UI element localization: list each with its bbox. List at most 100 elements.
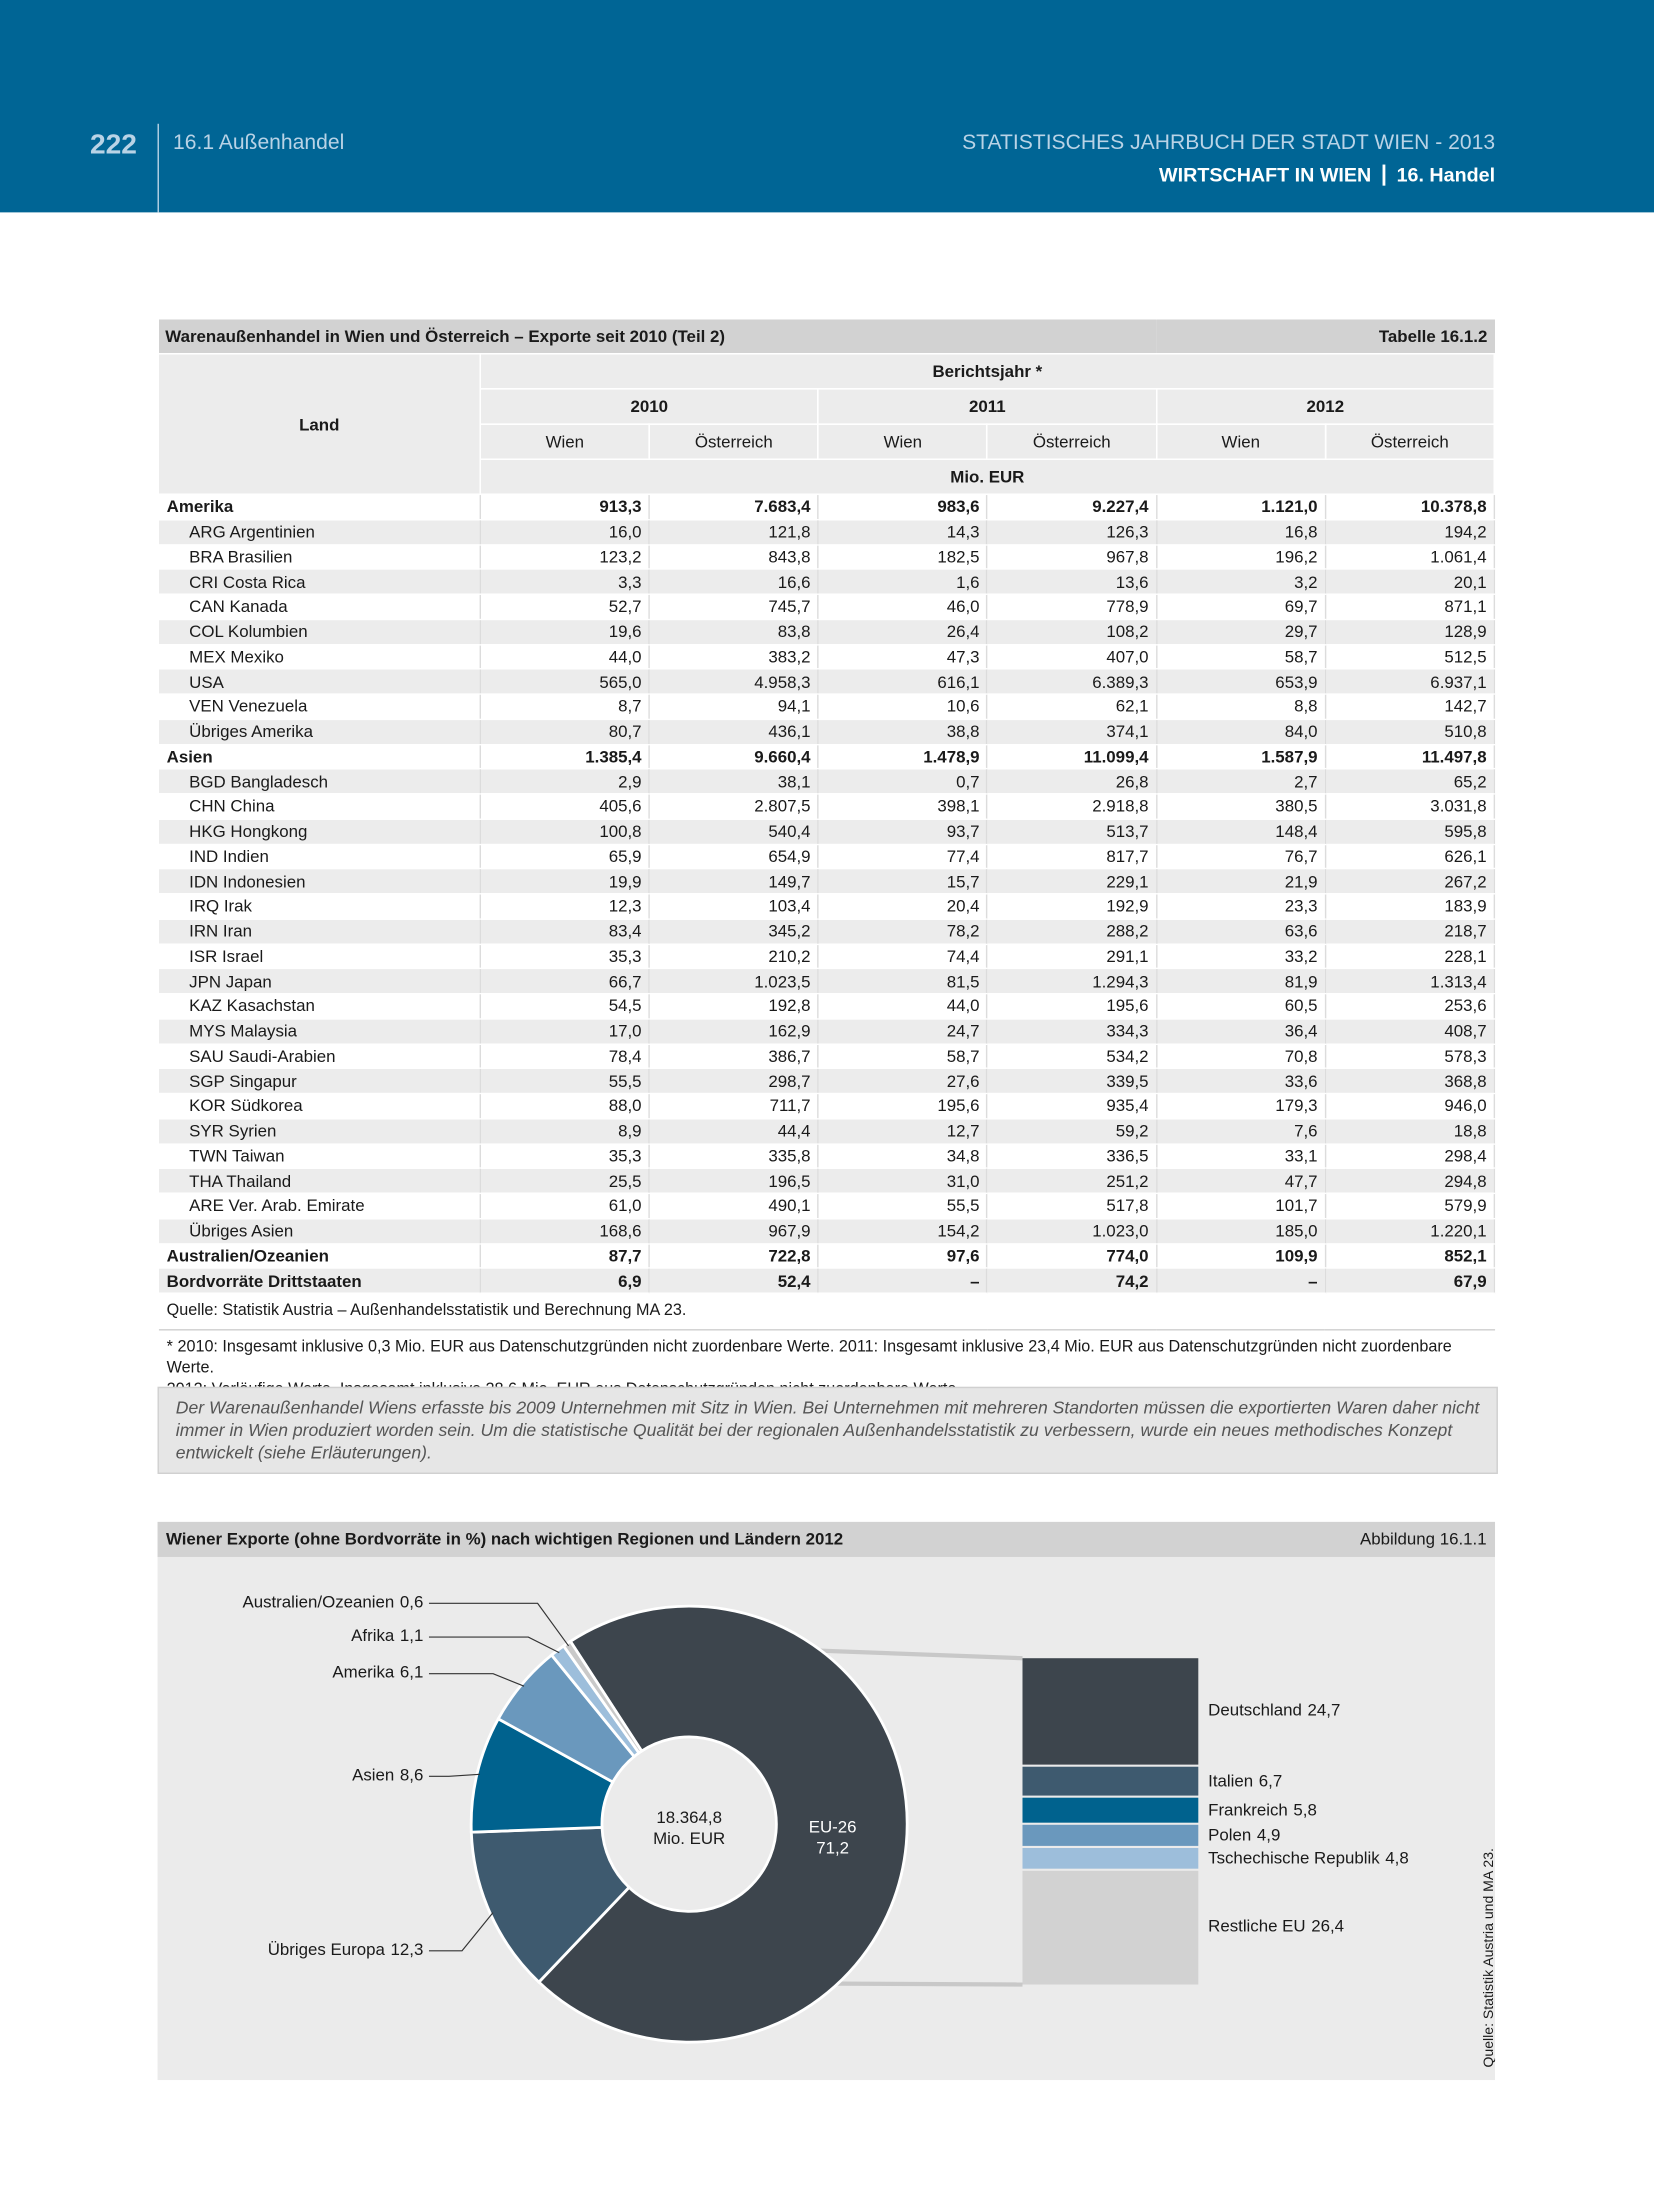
table-row: JPN Japan 66,7 1.023,5 81,5 1.294,3 81,9 1.313… (158, 968, 1496, 995)
cell: 408,7 (1325, 1018, 1496, 1045)
cell: 368,8 (1325, 1068, 1496, 1095)
cell: 711,7 (649, 1093, 820, 1120)
cell: 653,9 (1156, 669, 1326, 695)
segment-label: Frankreich 5,8 (1208, 1801, 1317, 1820)
cell: 83,4 (480, 918, 651, 945)
cell: 7,6 (1156, 1118, 1326, 1145)
cell: 405,6 (480, 793, 651, 820)
publication-title: STATISTISCHES JAHRBUCH DER STADT WIEN - … (962, 130, 1496, 155)
cell: 654,9 (649, 843, 820, 870)
cell: 579,9 (1325, 1193, 1496, 1220)
row-label: BRA Brasilien (158, 544, 482, 570)
cell: 93,7 (818, 818, 988, 845)
cell: 78,4 (480, 1043, 651, 1070)
row-label: HKG Hongkong (158, 818, 482, 845)
segment-name: Tschechische Republik (1208, 1849, 1380, 1868)
cell: 88,0 (480, 1093, 651, 1120)
table-row: Bordvorräte Drittstaaten 6,9 52,4–74,2–67,… (158, 1268, 1496, 1294)
center-value: 18.364,8 (656, 1808, 722, 1827)
table-row: IND Indien 65,9 654,9 77,4 817,7 76,7 626,1 (158, 843, 1496, 870)
cell: 339,5 (987, 1068, 1157, 1095)
cell: 47,3 (818, 644, 988, 670)
cell: 65,9 (480, 843, 651, 870)
table-row: USA 565,0 4.958,3 616,1 6.389,3 653,9 6.937,1 (158, 669, 1496, 695)
cell: 192,9 (987, 893, 1157, 920)
cell: 334,3 (987, 1018, 1157, 1045)
cell: 616,1 (818, 669, 988, 695)
cell: 626,1 (1325, 843, 1496, 870)
bar-segment (1022, 1848, 1199, 1869)
row-label: CHN China (158, 793, 482, 820)
sub-header: Österreich (648, 423, 820, 460)
cell: 565,0 (480, 669, 651, 695)
table-row: ISR Israel 35,3 210,2 74,4 291,1 33,2 228,1 (158, 943, 1496, 970)
cell: 778,9 (987, 594, 1157, 620)
segment-name: Polen (1208, 1826, 1251, 1845)
table-row: SGP Singapur 55,5 298,7 27,6 339,5 33,6 368,8 (158, 1068, 1496, 1095)
row-label: COL Kolumbien (158, 619, 482, 645)
cell: 44,0 (480, 644, 651, 670)
cell: 20,4 (818, 893, 988, 920)
row-label: MEX Mexiko (158, 644, 482, 670)
cell: 19,6 (480, 619, 651, 645)
cell: 33,2 (1156, 943, 1326, 970)
table-row: Asien 1.385,4 9.660,4 1.478,9 11.099,4 1.587,… (158, 744, 1496, 770)
year-row: 2010 2011 2012 (158, 388, 1496, 425)
cell: 108,2 (987, 619, 1157, 645)
row-label: IND Indien (158, 843, 482, 870)
footnote-line: * 2010: Insgesamt inklusive 0,3 Mio. EUR… (166, 1338, 1452, 1377)
cell: 34,8 (818, 1143, 988, 1170)
cell: 55,5 (818, 1193, 988, 1220)
cell: 179,3 (1156, 1093, 1326, 1120)
table-row: KAZ Kasachstan 54,5 192,8 44,0 195,6 60,5 253,… (158, 993, 1496, 1020)
cell: 512,5 (1325, 644, 1496, 670)
cell: 24,7 (818, 1018, 988, 1045)
segment-name: Italien (1208, 1772, 1253, 1791)
cell: 374,1 (987, 719, 1157, 745)
cell: 983,6 (818, 494, 988, 521)
cell: 336,5 (987, 1143, 1157, 1170)
segment-value: 4,8 (1385, 1849, 1408, 1868)
cell: 298,7 (649, 1068, 820, 1095)
cell: 123,2 (480, 544, 651, 570)
cell: 1.294,3 (987, 968, 1157, 995)
year-header: 2011 (817, 388, 1157, 425)
cell: 81,9 (1156, 968, 1326, 995)
cell: 25,5 (480, 1168, 651, 1195)
sub-header: Wien (817, 423, 988, 460)
cell: 817,7 (987, 843, 1157, 870)
cell: 109,9 (1156, 1243, 1326, 1269)
row-label: TWN Taiwan (158, 1143, 482, 1170)
table-row: CHN China 405,6 2.807,5 398,1 2.918,8 380,5 3.… (158, 793, 1496, 820)
cell: 195,6 (987, 993, 1157, 1020)
table-row: THA Thailand 25,5 196,5 31,0 251,2 47,7 294,8 (158, 1168, 1496, 1195)
slice-label: Asien 8,6 (352, 1766, 423, 1785)
center-unit: Mio. EUR (653, 1829, 725, 1848)
cell: 871,1 (1325, 594, 1496, 620)
cell: 100,8 (480, 818, 651, 845)
cell: – (1156, 1268, 1326, 1294)
header-band (0, 0, 1654, 213)
slice-label: Afrika 1,1 (351, 1627, 423, 1646)
table-row: BRA Brasilien 123,2 843,8 182,5 967,8 196,2 1.… (158, 544, 1496, 570)
segment-value: 5,8 (1293, 1801, 1316, 1820)
cell: 15,7 (818, 868, 988, 895)
cell: 196,5 (649, 1168, 820, 1195)
header-divider (157, 123, 159, 213)
cell: 13,6 (987, 569, 1157, 595)
row-label: VEN Venezuela (158, 694, 482, 720)
segment-label: Restliche EU 26,4 (1208, 1917, 1344, 1936)
cell: 967,8 (987, 544, 1157, 570)
table-row: MEX Mexiko 44,0 383,2 47,3 407,0 58,7 512,5 (158, 644, 1496, 670)
table-row: CRI Costa Rica 3,3 16,6 1,6 13,6 3,2 20,1 (158, 569, 1496, 595)
cell: 8,7 (480, 694, 651, 720)
cell: 18,8 (1325, 1118, 1496, 1145)
figure-label: Abbildung 16.1.1 (1360, 1530, 1487, 1549)
cell: 3,2 (1156, 569, 1326, 595)
row-label: ISR Israel (158, 943, 482, 970)
cell: 436,1 (649, 719, 820, 745)
slice-value: 12,3 (391, 1940, 424, 1959)
cell: 142,7 (1325, 694, 1496, 720)
bar-segment (1022, 1658, 1199, 1765)
